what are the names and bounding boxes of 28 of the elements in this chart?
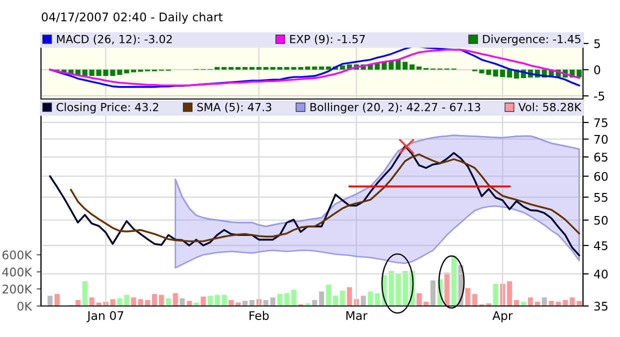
legend-label: MACD (26, 12): -3.02 bbox=[57, 34, 172, 45]
y-tick-label: 35 bbox=[594, 302, 608, 311]
legend-label: Divergence: -1.45 bbox=[483, 34, 580, 46]
legend-label: Vol: 58.28K bbox=[518, 102, 582, 112]
y-tick-label: 75 bbox=[594, 118, 608, 128]
y-tick-label: 45 bbox=[594, 241, 608, 250]
chart-title: 04/17/2007 02:40 - Daily chart bbox=[42, 12, 223, 24]
y-tick-label: -5 bbox=[594, 92, 604, 101]
x-tick-label: Jan 07 bbox=[86, 311, 124, 322]
y-tick-label: 0 bbox=[594, 65, 600, 74]
y-tick-label: 50 bbox=[594, 216, 608, 225]
y-tick-label: 70 bbox=[594, 134, 608, 144]
y2-tick-label: 0K bbox=[18, 302, 32, 311]
legend-label: Closing Price: 43.2 bbox=[56, 102, 158, 114]
x-tick-label: Apr bbox=[492, 311, 513, 322]
y-tick-label: 60 bbox=[594, 172, 608, 181]
x-tick-label: Feb bbox=[250, 310, 269, 320]
y-tick-label: 55 bbox=[594, 193, 608, 202]
legend-label: SMA (5): 47.3 bbox=[197, 102, 272, 113]
legend-label: EXP (9): -1.57 bbox=[290, 34, 365, 45]
legend-label: Bollinger (20, 2): 42.27 - 67.13 bbox=[310, 102, 480, 114]
y-tick-label: 5 bbox=[594, 39, 600, 48]
y-tick-label: 65 bbox=[594, 152, 608, 162]
y2-tick-label: 400K bbox=[2, 268, 32, 276]
y2-tick-label: 600K bbox=[2, 250, 32, 260]
y-tick-label: 40 bbox=[594, 270, 608, 278]
x-tick-label: Mar bbox=[346, 311, 368, 320]
y2-tick-label: 200K bbox=[2, 284, 32, 294]
